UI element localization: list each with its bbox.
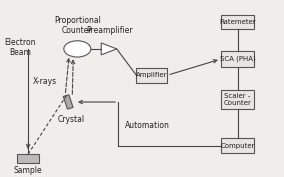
Text: Ratemeter: Ratemeter [219, 19, 256, 25]
FancyBboxPatch shape [221, 52, 254, 67]
Text: Computer: Computer [220, 143, 255, 149]
FancyBboxPatch shape [136, 68, 167, 83]
Text: X-rays: X-rays [33, 77, 57, 86]
Text: Sample: Sample [14, 165, 42, 175]
FancyBboxPatch shape [221, 90, 254, 109]
Text: Crystal: Crystal [58, 115, 85, 124]
Text: Preamplifier: Preamplifier [86, 26, 132, 35]
Polygon shape [63, 95, 73, 109]
Text: Automation: Automation [125, 121, 170, 130]
FancyBboxPatch shape [221, 138, 254, 153]
FancyBboxPatch shape [17, 154, 39, 164]
Text: Scaler -
Counter: Scaler - Counter [224, 93, 252, 106]
Circle shape [64, 41, 91, 57]
Text: SCA (PHA): SCA (PHA) [220, 56, 256, 62]
FancyBboxPatch shape [221, 15, 254, 28]
Polygon shape [101, 43, 117, 55]
Text: Electron
Beam: Electron Beam [4, 38, 36, 57]
Text: Amplifier: Amplifier [136, 72, 168, 78]
Text: Proportional
Counter: Proportional Counter [54, 16, 101, 35]
